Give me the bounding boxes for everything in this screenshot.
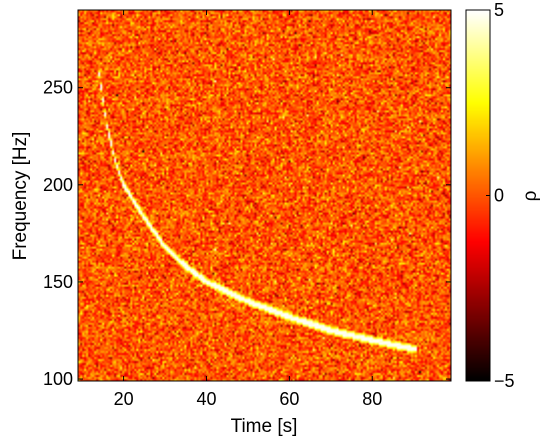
y-tick-label: 250 [43,78,73,98]
x-tick-label: 20 [114,389,134,409]
heatmap-image [78,10,451,381]
y-tick-label: 100 [43,369,73,389]
x-tick-label: 80 [362,389,382,409]
x-axis-label: Time [s] [231,416,298,437]
colorbar-tick-label: 0 [494,186,504,206]
heatmap-area [77,9,452,382]
colorbar-ticks: −5 0 5 [486,0,515,391]
colorbar-tick-label: −5 [494,371,515,391]
y-tick-label: 150 [43,272,73,292]
y-axis-label: Frequency [Hz] [10,132,31,261]
x-tick-label: 40 [196,389,216,409]
x-tick-label: 60 [279,389,299,409]
y-axis-ticks: 100 150 200 250 [43,78,451,389]
x-axis-ticks: 20 40 60 80 [114,10,382,409]
y-tick-label: 200 [43,175,73,195]
plot-frame [77,9,452,382]
colorbar: −5 0 5 ρ [465,0,541,391]
colorbar-tick-label: 5 [494,0,504,20]
colorbar-label: ρ [520,190,541,201]
